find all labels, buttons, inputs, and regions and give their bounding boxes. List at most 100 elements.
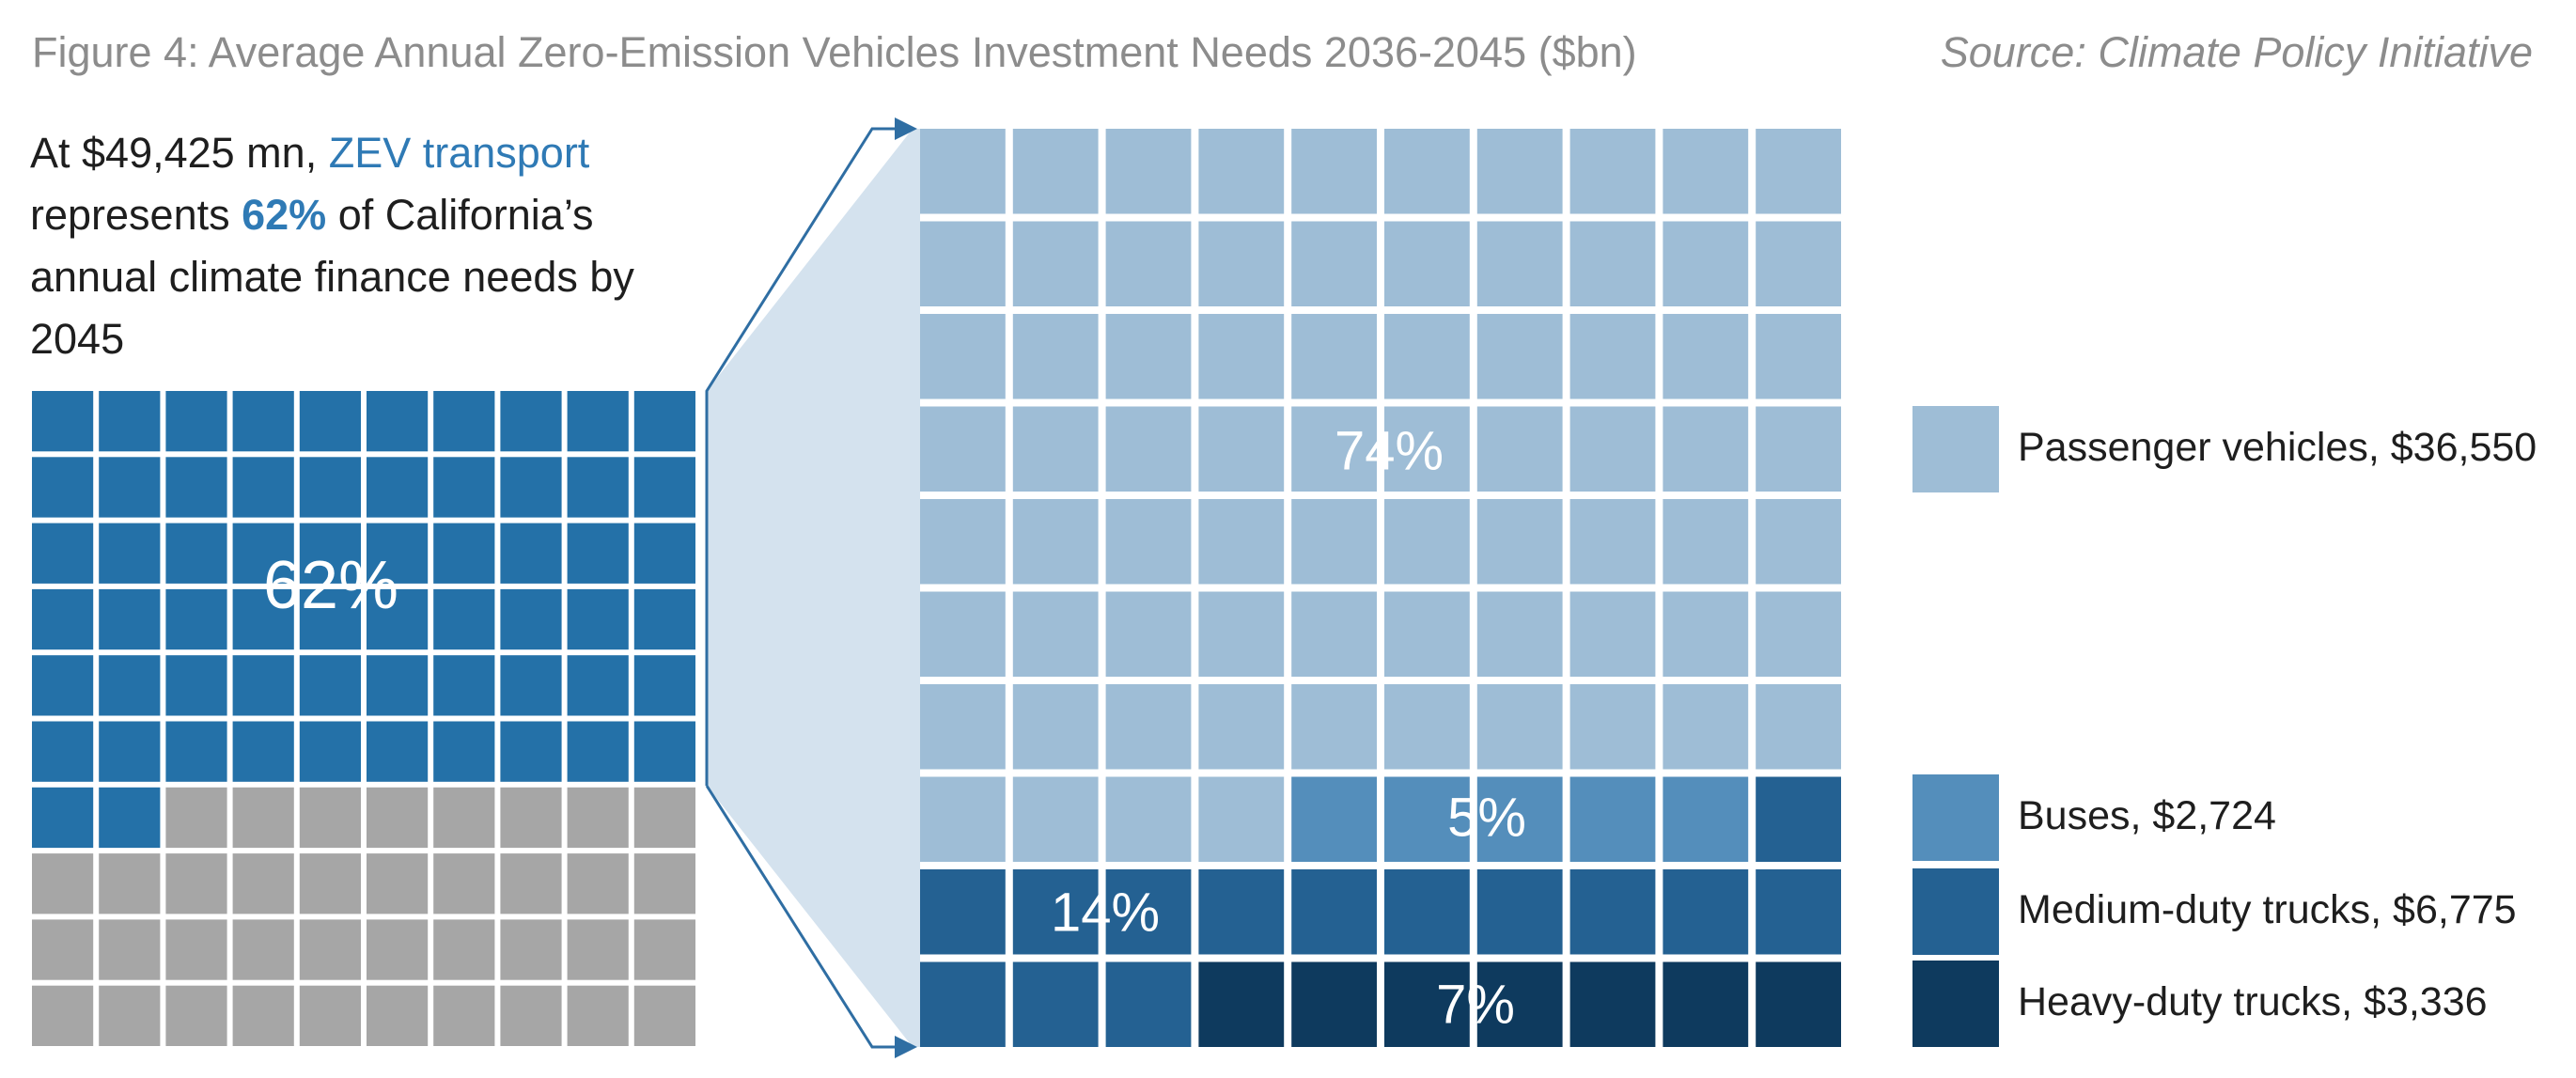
- intro-part1: At $49,425 mn,: [30, 129, 329, 177]
- waffle-cell-medium: [1012, 961, 1099, 1047]
- waffle-cell-other: [32, 919, 94, 980]
- waffle-cell-passenger: [1663, 221, 1749, 306]
- waffle-cell-zev: [367, 523, 429, 584]
- waffle-cell-zev: [567, 721, 629, 782]
- waffle-cell-passenger: [1105, 406, 1192, 492]
- waffle-cell-medium: [1012, 869, 1099, 955]
- waffle-cell-passenger: [1105, 684, 1192, 770]
- waffle-cell-other: [567, 919, 629, 980]
- waffle-cell-passenger: [1569, 406, 1656, 492]
- waffle-cell-other: [433, 919, 495, 980]
- zoom-connector: [707, 129, 920, 1047]
- waffle-cell-zev: [99, 588, 161, 650]
- waffle-cell-medium: [920, 961, 1006, 1047]
- connector-arrows: [705, 117, 917, 1058]
- waffle-cell-other: [500, 985, 562, 1046]
- zev-breakdown-waffle: [920, 129, 1841, 1047]
- waffle-cell-passenger: [1384, 129, 1470, 214]
- waffle-cell-passenger: [1569, 684, 1656, 770]
- waffle-cell-zev: [232, 457, 294, 518]
- waffle-cell-zev: [99, 655, 161, 716]
- waffle-cell-passenger: [1105, 499, 1192, 585]
- waffle-cell-zev: [32, 787, 94, 849]
- waffle-cell-passenger: [1198, 406, 1285, 492]
- legend-item-medium: Medium-duty trucks, $6,775: [1912, 868, 2570, 955]
- waffle-cell-zev: [500, 523, 562, 584]
- waffle-cell-passenger: [1476, 684, 1563, 770]
- waffle-cell-heavy: [1384, 961, 1470, 1047]
- waffle-cell-zev: [165, 655, 227, 716]
- waffle-cell-passenger: [1105, 776, 1192, 862]
- waffle-cell-passenger: [1012, 221, 1099, 306]
- waffle-cell-passenger: [1756, 684, 1841, 770]
- waffle-cell-other: [165, 985, 227, 1046]
- waffle-cell-zev: [32, 391, 94, 452]
- waffle-cell-zev: [367, 721, 429, 782]
- waffle-cell-zev: [299, 523, 361, 584]
- waffle-cell-passenger: [1663, 129, 1749, 214]
- waffle-cell-other: [299, 985, 361, 1046]
- waffle-cell-buses: [1291, 776, 1377, 862]
- legend-swatch-heavy: [1912, 961, 1999, 1047]
- waffle-cell-zev: [500, 457, 562, 518]
- waffle-cell-passenger: [1756, 499, 1841, 585]
- waffle-cell-passenger: [1569, 591, 1656, 677]
- waffle-cell-other: [633, 985, 695, 1046]
- waffle-cell-zev: [165, 457, 227, 518]
- waffle-labels: 62% 74% 5% 14% 7%: [263, 420, 1526, 1035]
- waffle-cell-heavy: [1198, 961, 1285, 1047]
- waffle-cell-other: [367, 919, 429, 980]
- waffle-cell-other: [633, 853, 695, 914]
- waffle-cell-other: [232, 985, 294, 1046]
- waffle-cell-other: [232, 787, 294, 849]
- waffle-cell-medium: [1198, 869, 1285, 955]
- waffle-cell-passenger: [1012, 499, 1099, 585]
- waffle-cell-passenger: [1198, 499, 1285, 585]
- waffle-cell-medium: [1291, 869, 1377, 955]
- waffle-cell-passenger: [1198, 221, 1285, 306]
- waffle-cell-passenger: [1198, 776, 1285, 862]
- waffle-cell-zev: [367, 391, 429, 452]
- waffle-cell-passenger: [1569, 314, 1656, 399]
- waffle-cell-zev: [433, 523, 495, 584]
- waffle-cell-passenger: [1476, 591, 1563, 677]
- waffle-cell-passenger: [1105, 314, 1192, 399]
- waffle-cell-passenger: [1384, 499, 1470, 585]
- waffle-cell-medium: [1756, 776, 1841, 862]
- waffle-cell-zev: [99, 457, 161, 518]
- waffle-cell-other: [165, 919, 227, 980]
- waffle-cell-other: [299, 787, 361, 849]
- waffle-cell-medium: [1105, 961, 1192, 1047]
- waffle-cell-passenger: [1012, 776, 1099, 862]
- waffle-label-buses: 5%: [1447, 787, 1526, 848]
- arrow-head-bottom: [895, 1036, 917, 1058]
- waffle-cell-passenger: [1756, 406, 1841, 492]
- waffle-cell-heavy: [1569, 961, 1656, 1047]
- waffle-cell-other: [299, 919, 361, 980]
- waffle-cell-passenger: [1012, 314, 1099, 399]
- waffle-cell-passenger: [1756, 221, 1841, 306]
- waffle-cell-passenger: [1756, 591, 1841, 677]
- waffle-cell-zev: [433, 391, 495, 452]
- waffle-cell-zev: [165, 391, 227, 452]
- waffle-cell-zev: [433, 655, 495, 716]
- waffle-cell-zev: [433, 457, 495, 518]
- waffle-cell-zev: [165, 588, 227, 650]
- waffle-cell-passenger: [1569, 129, 1656, 214]
- legend-item-passenger: Passenger vehicles, $36,550: [1912, 406, 2570, 492]
- waffle-cell-passenger: [1198, 129, 1285, 214]
- waffle-cell-passenger: [1476, 129, 1563, 214]
- waffle-cell-other: [433, 787, 495, 849]
- waffle-cell-other: [99, 919, 161, 980]
- waffle-cell-medium: [1569, 869, 1656, 955]
- waffle-cell-zev: [500, 391, 562, 452]
- legend-swatch-buses: [1912, 774, 1999, 861]
- waffle-cell-other: [633, 919, 695, 980]
- waffle-cell-passenger: [1012, 129, 1099, 214]
- legend-swatch-medium: [1912, 868, 1999, 955]
- waffle-cell-other: [165, 787, 227, 849]
- waffle-cell-other: [367, 985, 429, 1046]
- waffle-cell-passenger: [1476, 499, 1563, 585]
- waffle-cell-passenger: [1291, 221, 1377, 306]
- legend-item-buses: Buses, $2,724: [1912, 774, 2570, 861]
